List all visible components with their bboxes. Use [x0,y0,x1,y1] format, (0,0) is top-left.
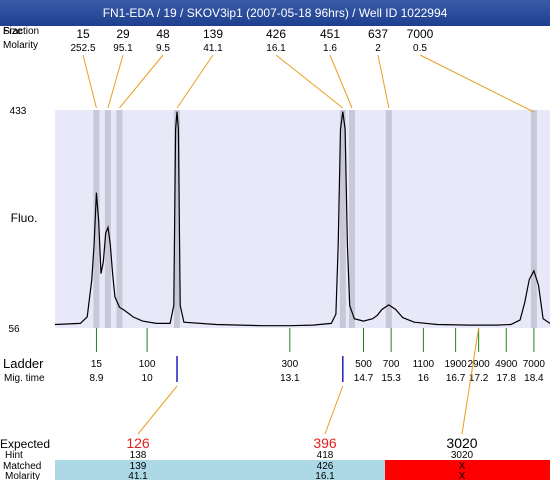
hint-header: Hint [5,450,23,461]
molarity-value: 41.1 [128,471,148,480]
ladder-size-label: 300 [281,359,298,370]
peak-leader-line [176,54,214,109]
peak-band [116,110,123,328]
peak-band [385,110,392,328]
expected-value: 396 [313,435,337,451]
ladder-size-label: 100 [139,359,156,370]
y-axis-label: Fluo. [11,211,38,225]
expected-leader-line [137,385,178,435]
matched-header: Matched [3,461,41,472]
expected-leader-line [461,327,480,435]
hint-value: 3020 [451,450,474,461]
ladder-time-label: 13.1 [280,373,300,384]
plot-area [55,110,550,328]
peak-band [349,110,355,328]
ladder-size-label: 4900 [495,359,518,370]
ladder-time-label: 16 [418,373,430,384]
ladder-time-label: 17.8 [497,373,517,384]
molarity-header: Molarity [5,471,40,480]
ladder-label: Ladder [3,356,44,371]
expected-value: 126 [126,435,150,451]
peak-size-label: 29 [116,27,130,41]
peak-molarity-label: 252.5 [70,43,95,54]
ladder-size-label: 500 [355,359,372,370]
peak-size-label: 139 [203,27,223,41]
expected-value: 3020 [446,435,477,451]
mig-time-label: Mig. time [4,373,45,384]
peak-molarity-label: 0.5 [413,43,427,54]
ladder-size-label: 1100 [413,359,435,370]
peak-leader-line [82,54,97,109]
peak-band [530,110,537,328]
peak-molarity-label: 95.1 [113,43,133,54]
peak-molarity-label: 2 [375,43,381,54]
ladder-time-label: 16.7 [446,373,466,384]
peak-molarity-label: 41.1 [203,43,223,54]
ladder-time-label: 18.4 [524,373,544,384]
ladder-size-label: 700 [383,359,400,370]
ladder-size-label: 15 [91,359,103,370]
peak-leader-line [329,54,353,109]
unmatched-band [385,460,550,480]
ladder-time-label: 15.3 [381,373,401,384]
ladder-size-label: 1900 [444,359,467,370]
ladder-size-label: 2900 [468,359,491,370]
peak-leader-line [419,54,535,113]
fraction-label: Fraction [3,26,39,37]
matched-value: X [459,461,466,472]
peak-leader-line [275,54,344,109]
ladder-size-label: 7000 [523,359,546,370]
molarity-label: Molarity [3,40,38,51]
peak-leader-line [377,54,390,109]
peak-band [174,110,181,328]
hint-value: 418 [317,450,334,461]
peak-band [104,110,111,328]
peak-size-label: 48 [156,27,170,41]
ladder-time-label: 14.7 [354,373,374,384]
peak-size-label: 7000 [407,27,434,41]
peak-leader-line [119,54,164,109]
y-tick-label: 433 [10,106,27,117]
peak-band [93,110,100,328]
peak-molarity-label: 16.1 [266,43,286,54]
ladder-time-label: 8.9 [89,373,103,384]
molarity-value: 16.1 [315,471,335,480]
expected-header: Expected [0,437,50,451]
peak-molarity-label: 9.5 [156,43,170,54]
peak-size-label: 637 [368,27,388,41]
ladder-time-label: 10 [142,373,154,384]
ladder-time-label: 17.2 [469,373,489,384]
hint-value: 138 [130,450,147,461]
peak-size-label: 451 [320,27,340,41]
molarity-value: X [459,471,466,480]
y-tick-label: 56 [8,324,20,335]
size-label: Size [3,26,23,37]
expected-leader-line [324,385,344,435]
peak-size-label: 15 [76,27,90,41]
matched-band [55,460,385,480]
peak-band [339,110,346,328]
peak-molarity-label: 1.6 [323,43,337,54]
peak-leader-line [107,54,124,109]
fluorescence-trace [54,111,550,327]
peak-size-label: 426 [266,27,286,41]
window-title: FN1-EDA / 19 / SKOV3ip1 (2007-05-18 96hr… [0,0,550,26]
matched-value: 139 [130,461,147,472]
matched-value: 426 [317,461,334,472]
